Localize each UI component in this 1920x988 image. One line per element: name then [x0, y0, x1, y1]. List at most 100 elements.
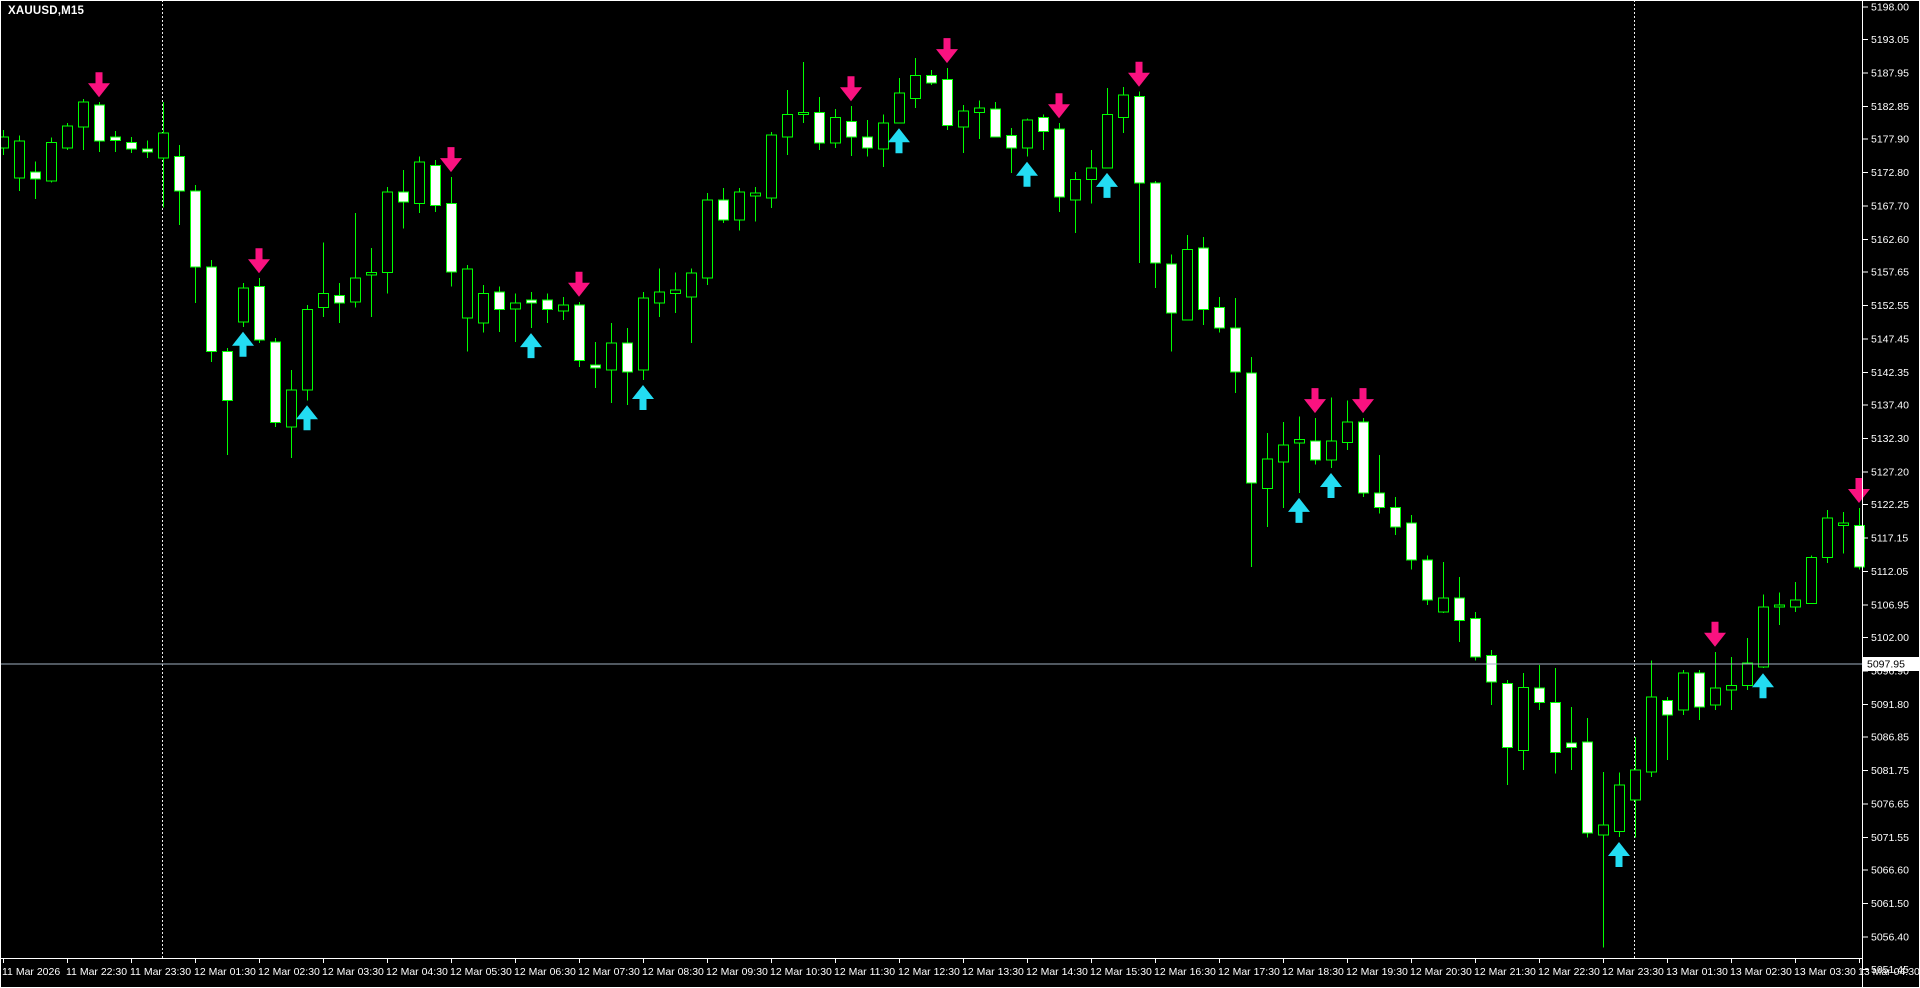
- sell-arrow-icon[interactable]: [88, 72, 110, 98]
- time-axis-label: 12 Mar 09:30: [706, 966, 768, 978]
- time-axis-label: 12 Mar 02:30: [258, 966, 320, 978]
- sell-arrow-icon[interactable]: [1048, 93, 1070, 119]
- candle-body-bear: [942, 78, 953, 126]
- buy-arrow-icon[interactable]: [888, 128, 910, 154]
- candle-body-bull: [382, 191, 393, 273]
- candle-body-bear: [1246, 372, 1257, 484]
- candle-body-bear: [174, 156, 185, 192]
- candle: [1294, 416, 1305, 493]
- buy-arrow-icon[interactable]: [1288, 497, 1310, 523]
- time-axis-label: 12 Mar 23:30: [1602, 966, 1664, 978]
- candle: [670, 272, 681, 313]
- time-axis-label: 12 Mar 05:30: [450, 966, 512, 978]
- candle: [1790, 582, 1801, 612]
- candle-body-bull: [798, 112, 809, 116]
- candle-body-bull: [1342, 421, 1353, 443]
- candle: [270, 338, 281, 428]
- candle-body-bear: [142, 148, 153, 153]
- time-axis-label: 12 Mar 06:30: [514, 966, 576, 978]
- candle: [1006, 127, 1017, 174]
- candle: [302, 305, 313, 401]
- candle: [206, 259, 217, 363]
- candle-body-bear: [574, 304, 585, 361]
- candle-body-bull: [510, 302, 521, 310]
- candle: [526, 292, 537, 329]
- time-axis-label: 12 Mar 10:30: [770, 966, 832, 978]
- candle-body-bear: [222, 351, 233, 401]
- candle-body-bull: [558, 304, 569, 312]
- candle-body-bull: [462, 268, 473, 319]
- candle: [398, 169, 409, 229]
- candle-body-bull: [974, 107, 985, 114]
- candle-body-bear: [1470, 617, 1481, 658]
- sell-arrow-icon[interactable]: [440, 147, 462, 173]
- candle: [1710, 651, 1721, 711]
- candle-body-bear: [1854, 525, 1865, 568]
- candle: [846, 106, 857, 157]
- candle: [942, 68, 953, 130]
- candle-body-bear: [1582, 741, 1593, 834]
- buy-arrow-icon[interactable]: [296, 405, 318, 431]
- buy-arrow-icon[interactable]: [1608, 842, 1630, 867]
- candle-body-bull: [1646, 696, 1657, 773]
- sell-arrow-icon[interactable]: [1352, 388, 1374, 414]
- candle: [222, 347, 233, 455]
- sell-arrow-icon[interactable]: [1304, 388, 1326, 414]
- candle-body-bull: [302, 309, 313, 391]
- price-axis-label: 5086.85: [1871, 731, 1909, 743]
- buy-arrow-icon[interactable]: [1752, 673, 1774, 699]
- sell-arrow-icon[interactable]: [1128, 61, 1150, 87]
- candle-body-bull: [1822, 517, 1833, 558]
- time-axis-label: 12 Mar 04:30: [386, 966, 448, 978]
- buy-arrow-icon[interactable]: [232, 331, 254, 357]
- candle: [1230, 297, 1241, 394]
- candle: [1470, 611, 1481, 661]
- candle: [830, 108, 841, 149]
- candle-body-bull: [1678, 672, 1689, 711]
- candle-body-bear: [1550, 701, 1561, 753]
- candle: [158, 102, 169, 208]
- candle-body-bear: [1422, 559, 1433, 601]
- buy-arrow-icon[interactable]: [520, 333, 542, 359]
- candle-body-bear: [430, 164, 441, 206]
- candle-body-bull: [1806, 556, 1817, 604]
- sell-arrow-icon[interactable]: [936, 38, 958, 64]
- candle: [174, 144, 185, 225]
- sell-arrow-icon[interactable]: [1704, 621, 1726, 647]
- candle-body-bear: [622, 342, 633, 373]
- candle-body-bull: [62, 125, 73, 149]
- candle: [718, 188, 729, 223]
- candle: [1838, 512, 1849, 554]
- candle-body-bear: [126, 141, 137, 150]
- buy-arrow-icon[interactable]: [1016, 161, 1038, 187]
- buy-arrow-icon[interactable]: [1320, 473, 1342, 498]
- candle: [1486, 649, 1497, 705]
- candle-body-bull: [158, 132, 169, 159]
- sell-arrow-icon[interactable]: [840, 76, 862, 102]
- candle-body-bull: [350, 277, 361, 303]
- sell-arrow-icon[interactable]: [1848, 478, 1870, 503]
- sell-arrow-icon[interactable]: [568, 271, 590, 297]
- candle: [1038, 114, 1049, 151]
- candle: [974, 100, 985, 139]
- candle-body-bull: [14, 140, 25, 179]
- candle: [94, 102, 105, 153]
- candle: [1054, 123, 1065, 212]
- candle: [798, 62, 809, 124]
- candle: [558, 297, 569, 321]
- candle-body-bear: [1694, 672, 1705, 708]
- candle: [462, 265, 473, 352]
- candle: [1086, 150, 1097, 204]
- candle: [1246, 357, 1257, 568]
- candle: [286, 370, 297, 459]
- buy-arrow-icon[interactable]: [632, 385, 654, 410]
- price-axis-label: 5076.65: [1871, 798, 1909, 810]
- candle: [1182, 234, 1193, 321]
- sell-arrow-icon[interactable]: [248, 248, 270, 274]
- candle-body-bear: [1662, 699, 1673, 716]
- candle-body-bear: [1374, 492, 1385, 508]
- buy-arrow-icon[interactable]: [1096, 172, 1118, 198]
- candle-body-bear: [1150, 182, 1161, 264]
- candle-body-bull: [1070, 179, 1081, 201]
